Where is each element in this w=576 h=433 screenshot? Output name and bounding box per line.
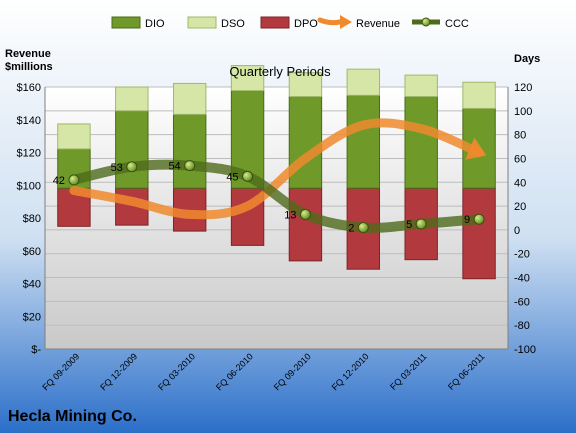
- left-tick-label: $-: [31, 344, 41, 356]
- right-tick-label: -60: [514, 296, 530, 308]
- legend-label-revenue: Revenue: [356, 18, 400, 30]
- right-tick-label: 0: [514, 225, 520, 237]
- left-axis-label-line2: $millions: [5, 61, 53, 73]
- left-tick-label: $40: [23, 279, 41, 291]
- chart-title: Quarterly Periods: [229, 64, 331, 79]
- legend: DIO DSO DPO Revenue CCC: [111, 15, 469, 30]
- left-tick-label: $140: [17, 115, 41, 127]
- ccc-data-label: 42: [53, 175, 65, 187]
- right-tick-label: 100: [514, 106, 532, 118]
- ccc-data-label: 9: [464, 214, 470, 226]
- right-tick-label: 20: [514, 201, 526, 213]
- bar-dio: [288, 96, 323, 189]
- ccc-line: [68, 159, 485, 233]
- bar-dso: [230, 65, 265, 92]
- bar-dso: [346, 68, 381, 96]
- legend-label-dso: DSO: [221, 18, 245, 30]
- bar-dio: [346, 94, 381, 189]
- legend-swatch-dio: [111, 16, 141, 29]
- ccc-point: [473, 213, 485, 225]
- bar-dio: [115, 110, 149, 189]
- legend-label-dpo: DPO: [294, 18, 318, 30]
- left-tick-label: $160: [17, 82, 41, 94]
- legend-label-ccc: CCC: [445, 18, 469, 30]
- legend-swatch-revenue: [317, 17, 343, 26]
- bar-dso: [288, 72, 323, 98]
- ccc-point: [415, 218, 427, 230]
- right-tick-label: 40: [514, 177, 526, 189]
- bar-dso: [172, 82, 207, 115]
- right-tick-label: -100: [514, 344, 536, 356]
- bar-dso: [57, 123, 91, 150]
- bar-dpo: [462, 187, 496, 280]
- legend-arrow-revenue: [340, 15, 352, 29]
- company-name: Hecla Mining Co.: [8, 408, 137, 425]
- bar-dio: [172, 113, 207, 189]
- ccc-data-label: 45: [226, 171, 238, 183]
- ccc-data-label: 13: [284, 209, 296, 221]
- legend-swatch-dso: [187, 16, 217, 29]
- legend-swatch-ccc-dot: [421, 17, 431, 27]
- ccc-series: 42 53 54 45 13 2 5 9: [53, 159, 485, 235]
- left-tick-label: $60: [23, 246, 41, 258]
- left-tick-label: $80: [23, 213, 41, 225]
- legend-label-dio: DIO: [145, 18, 165, 30]
- revenue-series: [69, 118, 487, 220]
- ccc-data-label: 54: [168, 161, 180, 173]
- bar-dso: [404, 74, 438, 98]
- right-axis-label: Days: [514, 53, 540, 65]
- right-tick-label: -20: [514, 249, 530, 261]
- right-tick-label: -80: [514, 320, 530, 332]
- bar-dso: [462, 81, 496, 109]
- ccc-point: [299, 208, 311, 220]
- ccc-point: [357, 222, 369, 234]
- ccc-data-label: 2: [348, 223, 354, 235]
- left-tick-label: $20: [23, 311, 41, 323]
- revenue-arrowhead: [465, 137, 487, 160]
- bar-dio: [404, 96, 438, 189]
- right-tick-label: -40: [514, 273, 530, 285]
- right-tick-label: 120: [514, 82, 532, 94]
- left-axis-label-line1: Revenue: [5, 48, 51, 60]
- revenue-line: [69, 118, 484, 220]
- ccc-point: [68, 174, 80, 186]
- ccc-point: [126, 161, 138, 173]
- ccc-point: [184, 160, 196, 172]
- right-tick-label: 60: [514, 153, 526, 165]
- ccc-point: [242, 170, 254, 182]
- ccc-data-label: 53: [111, 162, 123, 174]
- bar-dso: [115, 86, 149, 112]
- legend-swatch-dpo: [260, 16, 290, 29]
- left-tick-label: $120: [17, 148, 41, 160]
- tick-labels: $- $20 $40 $60 $80 $100 $120 $140 $160 -100 -80 -60…: [17, 82, 537, 356]
- left-tick-label: $100: [17, 180, 41, 192]
- right-tick-label: 80: [514, 130, 526, 142]
- bar-dpo: [288, 187, 323, 262]
- ccc-data-label: 5: [406, 219, 412, 231]
